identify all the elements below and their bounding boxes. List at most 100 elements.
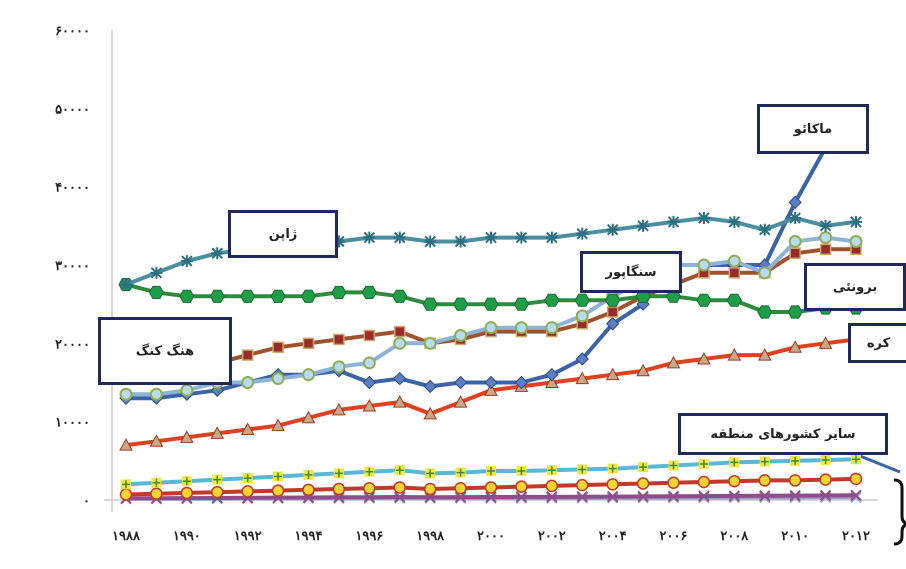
data-point — [759, 490, 771, 502]
data-point — [240, 422, 255, 435]
annotation-brunei: برونئی — [804, 263, 906, 311]
data-point — [576, 478, 589, 492]
data-point — [819, 473, 832, 486]
data-point — [392, 289, 408, 303]
data-point — [302, 337, 315, 350]
data-point — [483, 297, 499, 311]
x-tick-label: ۱۹۸۸ — [112, 529, 141, 544]
data-point — [454, 235, 467, 248]
data-point — [272, 341, 284, 353]
data-point — [515, 491, 528, 503]
data-point — [605, 367, 620, 381]
data-point — [545, 321, 559, 335]
x-tick-label: ۱۹۹۰ — [173, 529, 201, 544]
data-point — [606, 306, 619, 318]
data-point — [758, 223, 771, 236]
data-point — [211, 485, 224, 499]
series-6 — [121, 454, 861, 490]
data-point — [300, 289, 317, 303]
data-point-plus — [730, 458, 739, 467]
data-point-plus — [699, 459, 708, 468]
data-point — [574, 293, 590, 307]
data-point — [240, 289, 256, 303]
data-point — [818, 336, 833, 349]
data-point — [698, 490, 710, 502]
data-point — [362, 398, 377, 412]
series-line — [126, 235, 857, 397]
data-point — [728, 474, 741, 488]
data-point-plus — [213, 475, 222, 484]
data-point — [180, 383, 194, 397]
x-tick-label: ۲۰۰۲ — [538, 529, 566, 544]
data-point — [363, 231, 376, 244]
series-7 — [119, 472, 863, 501]
data-point — [331, 285, 347, 299]
data-point — [819, 243, 832, 256]
data-point-plus — [639, 463, 648, 472]
data-point — [423, 379, 437, 394]
data-point — [453, 297, 469, 311]
data-point — [576, 227, 589, 240]
data-point — [180, 486, 194, 500]
data-point-plus — [517, 467, 526, 476]
data-point — [453, 395, 468, 408]
data-point — [819, 231, 833, 245]
x-tick-label: ۲۰۰۴ — [599, 529, 627, 544]
data-point — [605, 293, 621, 307]
data-point — [789, 489, 801, 502]
data-point — [150, 487, 163, 500]
data-point — [757, 348, 772, 361]
data-point — [667, 490, 680, 502]
data-point — [484, 321, 498, 335]
data-point — [849, 235, 863, 248]
y-tick-label: ۴۰۰۰۰ — [55, 181, 90, 196]
annotation-other-countries: سایر کشورهای منطقه — [678, 413, 888, 455]
data-point — [514, 375, 529, 390]
data-point — [271, 418, 285, 432]
data-point — [179, 289, 195, 303]
data-point — [606, 223, 619, 236]
data-point — [484, 481, 498, 494]
data-point — [363, 329, 376, 342]
data-point — [333, 333, 345, 346]
data-point — [423, 336, 437, 350]
data-point — [119, 488, 133, 501]
data-point — [545, 367, 559, 382]
x-tick-label: ۱۹۹۴ — [295, 529, 323, 544]
data-point — [424, 235, 437, 248]
data-point — [819, 219, 832, 232]
annotation-macao: ماکائو — [757, 104, 869, 154]
data-point — [726, 293, 742, 307]
annotation-singapore: سنگاپور — [580, 251, 682, 293]
y-tick-label: ۰ — [83, 494, 90, 509]
data-point — [513, 297, 529, 311]
data-point — [485, 491, 497, 503]
data-point — [484, 383, 498, 396]
data-point — [697, 475, 711, 489]
data-point-plus — [669, 461, 678, 470]
x-tick-label: ۱۹۹۶ — [355, 529, 383, 544]
data-point — [515, 231, 528, 244]
data-point — [393, 371, 407, 386]
data-point — [454, 329, 468, 342]
y-tick-label: ۳۰۰۰۰ — [55, 259, 90, 274]
data-point-plus — [122, 480, 130, 489]
data-point — [241, 349, 254, 361]
data-point — [789, 247, 801, 259]
data-point — [332, 402, 346, 416]
data-point — [728, 267, 741, 279]
data-point — [393, 336, 407, 350]
data-point — [728, 490, 741, 502]
series-2 — [119, 231, 863, 401]
data-point — [637, 490, 649, 503]
data-point — [394, 491, 406, 503]
data-point-plus — [365, 467, 374, 476]
data-point — [209, 289, 225, 303]
data-point — [485, 231, 497, 244]
data-point — [363, 482, 376, 495]
data-point — [666, 355, 681, 369]
y-tick-label: ۶۰۰۰۰ — [55, 24, 90, 39]
data-point — [211, 247, 224, 260]
data-point — [180, 255, 193, 268]
data-point — [271, 484, 285, 497]
